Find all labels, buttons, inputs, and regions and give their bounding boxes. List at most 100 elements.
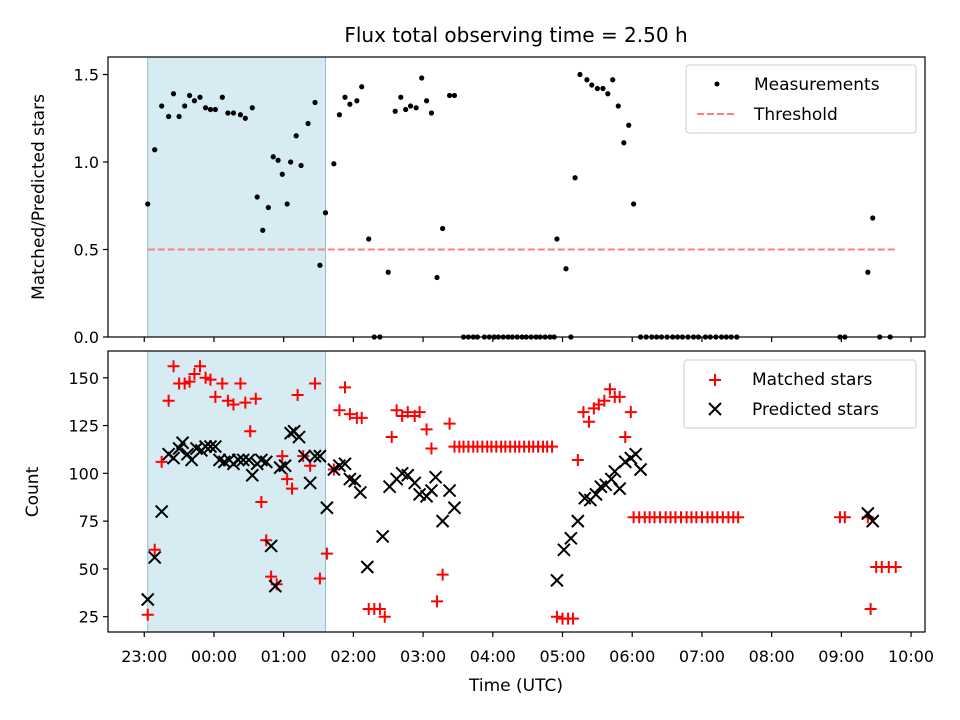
predicted-point xyxy=(424,483,439,498)
measurement-point xyxy=(312,99,318,106)
predicted-point xyxy=(141,592,155,607)
xtick-label: 23:00 xyxy=(121,647,167,666)
measurement-point xyxy=(305,120,311,127)
matched-point xyxy=(343,408,356,421)
measurement-point xyxy=(202,105,209,111)
measurement-point xyxy=(865,269,871,275)
top-shaded-interval xyxy=(147,56,326,338)
predicted-point xyxy=(231,453,246,467)
matched-point xyxy=(619,431,632,444)
xtick-label: 10:00 xyxy=(888,647,934,666)
predicted-point xyxy=(292,430,306,444)
measurement-point xyxy=(605,91,611,97)
matched-point xyxy=(431,595,444,608)
bottom-ytick-label: 50 xyxy=(79,560,99,579)
legend-matched-label: Matched stars xyxy=(752,370,872,390)
measurement-point xyxy=(279,171,285,177)
measurement-point xyxy=(331,161,337,167)
measurement-point xyxy=(254,194,260,200)
bottom-ytick-label: 125 xyxy=(68,417,99,436)
predicted-point xyxy=(564,531,578,546)
measurement-point xyxy=(584,77,590,83)
measurement-point xyxy=(191,98,198,104)
measurement-point xyxy=(159,103,165,109)
measurement-point xyxy=(600,85,606,92)
predicted-point xyxy=(442,483,457,498)
bottom-legend: Matched stars Predicted stars xyxy=(683,359,917,429)
predicted-point xyxy=(435,514,450,528)
matched-point xyxy=(425,442,438,455)
top-ytick-label: 1.5 xyxy=(74,66,99,85)
predicted-point xyxy=(259,455,273,469)
matched-point xyxy=(443,417,456,430)
matched-point xyxy=(281,473,294,486)
measurement-point xyxy=(428,110,435,116)
matched-point xyxy=(291,388,304,401)
measurement-point xyxy=(419,75,425,81)
measurement-point xyxy=(186,92,193,99)
measurement-point xyxy=(434,274,440,281)
bottom-ylabel: Count xyxy=(23,466,43,517)
measurement-point xyxy=(284,201,290,207)
matched-point xyxy=(148,543,161,556)
matched-point xyxy=(378,610,391,623)
legend-measurements-label: Measurements xyxy=(754,75,880,95)
matched-point xyxy=(566,612,579,625)
predicted-point xyxy=(283,426,298,440)
matched-point xyxy=(194,360,207,373)
predicted-point xyxy=(628,447,643,461)
measurement-point xyxy=(631,201,637,207)
predicted-point xyxy=(320,501,334,515)
matched-point xyxy=(234,377,247,390)
matched-point xyxy=(385,431,398,444)
matched-point xyxy=(162,394,175,407)
measurement-point xyxy=(615,103,621,109)
xtick-label: 01:00 xyxy=(261,647,307,666)
matched-point xyxy=(613,390,626,403)
measurement-point xyxy=(577,71,583,78)
bottom-shaded-interval xyxy=(147,350,326,633)
bottom-ytick-label: 25 xyxy=(79,608,99,627)
predicted-point xyxy=(348,474,362,488)
matched-point xyxy=(167,360,180,373)
measurement-point xyxy=(626,122,632,128)
measurement-point xyxy=(342,94,348,100)
xtick-label: 09:00 xyxy=(818,647,864,666)
measurement-point xyxy=(265,204,271,211)
predicted-point xyxy=(198,439,213,454)
predicted-point xyxy=(612,481,627,496)
measurement-point xyxy=(230,110,237,116)
measurement-point xyxy=(298,162,304,169)
matched-point xyxy=(624,406,637,419)
measurement-point xyxy=(572,175,578,181)
matched-point xyxy=(204,373,217,386)
measurement-point xyxy=(322,210,329,216)
measurement-point xyxy=(260,227,266,233)
predicted-point xyxy=(245,468,260,482)
predicted-point xyxy=(242,453,256,467)
xtick-label: 04:00 xyxy=(470,647,516,666)
matched-point xyxy=(239,396,252,409)
matched-point xyxy=(313,572,326,585)
measurement-point xyxy=(242,115,248,121)
matched-point xyxy=(244,425,257,438)
predicted-point xyxy=(278,458,292,473)
measurement-point xyxy=(225,110,231,116)
top-ytick-label: 0.5 xyxy=(74,241,99,260)
matched-point xyxy=(546,440,559,453)
predicted-point xyxy=(557,543,571,557)
measurement-point xyxy=(398,94,404,100)
measurement-point xyxy=(166,113,172,120)
bottom-legend-box xyxy=(683,359,917,429)
measurement-point xyxy=(594,85,600,92)
measurement-point xyxy=(249,105,255,111)
measurement-point xyxy=(152,147,158,153)
measurement-point xyxy=(275,157,281,163)
matched-point xyxy=(582,415,595,428)
measurement-point xyxy=(354,98,360,104)
predicted-point xyxy=(861,506,875,521)
measurement-point xyxy=(423,98,430,104)
chart-title: Flux total observing time = 2.50 h xyxy=(344,23,687,47)
measurement-point xyxy=(446,92,453,99)
